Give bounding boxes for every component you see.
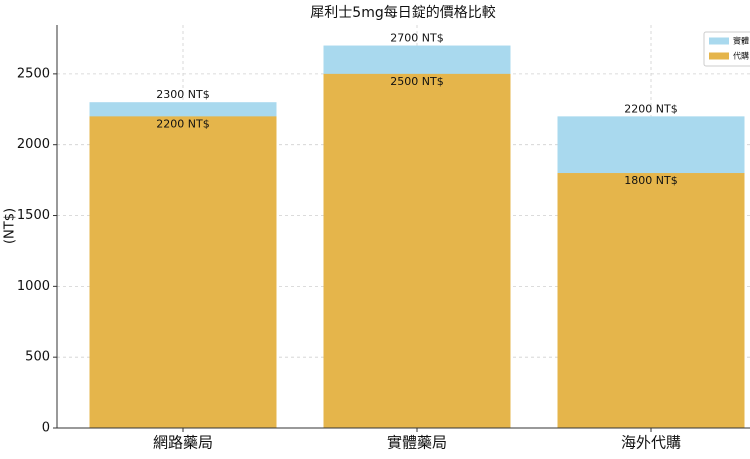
y-tick-label: 500 [25, 350, 50, 365]
y-axis-label: (NT$) [3, 208, 18, 244]
legend-swatch [709, 37, 729, 45]
y-tick-label: 2000 [17, 137, 50, 152]
data-label: 2500 NT$ [390, 75, 443, 88]
bar [557, 173, 745, 428]
bar [323, 73, 511, 429]
data-label: 2700 NT$ [390, 32, 443, 45]
data-label: 1800 NT$ [624, 174, 677, 187]
bar [89, 116, 277, 429]
data-label: 2200 NT$ [624, 102, 677, 115]
y-tick-label: 1000 [17, 279, 50, 294]
x-tick-label: 網路藥局 [153, 434, 213, 452]
y-tick-label: 2500 [17, 66, 50, 81]
data-label: 2200 NT$ [156, 117, 209, 130]
x-tick-label: 海外代購 [621, 434, 681, 452]
legend-label: 代購 [733, 51, 749, 61]
y-tick-label: 0 [42, 421, 50, 436]
data-label: 2300 NT$ [156, 88, 209, 101]
legend-swatch [709, 52, 729, 60]
y-tick-label: 1500 [17, 208, 50, 223]
x-tick-label: 實體藥局 [387, 434, 447, 452]
legend-label: 實體 [733, 36, 749, 46]
chart-title: 犀利士5mg每日錠的價格比較 [310, 4, 495, 21]
